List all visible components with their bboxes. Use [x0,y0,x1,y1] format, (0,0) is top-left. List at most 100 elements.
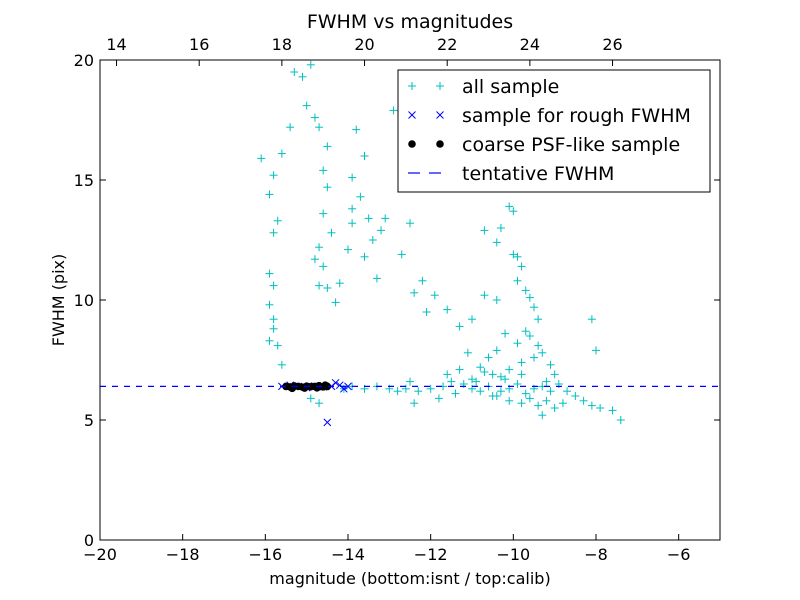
series-1-point-92 [488,370,497,379]
series-1-point-17 [265,300,274,309]
series-1-point-84 [538,348,547,357]
series-1-point-66 [513,252,522,261]
series-1-point-124 [496,387,505,396]
series-1-point-67 [517,262,526,271]
top-tick-label-4: 22 [437,35,457,54]
series-1-point-59 [492,296,501,304]
series-1-point-24 [323,183,332,192]
legend-label-3: coarse PSF-like sample [462,134,680,156]
axis-ticks: −20 −18 −16 −14 −12 −10 −8 −6 0 5 10 15 20 14 16 18 20 22… [74,35,720,564]
plot-data-layer [100,60,720,427]
series-1-point-130 [546,387,555,396]
series-1-point-31 [323,284,332,292]
series-2-point-9-b [340,384,348,393]
series-1-point-5 [310,113,319,122]
series-1-point-35 [360,152,369,160]
legend-marker-b-2 [436,111,444,119]
series-1-point-54 [430,291,439,300]
series-1-point-46 [381,214,390,223]
series-1-point-137 [434,394,443,403]
series-2-point-11-b [331,378,340,387]
series-1-point-93 [480,368,489,376]
legend-item-3: coarse PSF-like sample [408,134,680,156]
series-1-point-71 [530,303,538,312]
top-tick-label-6: 26 [602,35,622,54]
series-1-point-111 [538,411,547,420]
series-1-point-96 [563,387,572,396]
series-1-point-62 [505,202,514,211]
x-tick-label-3: −14 [331,545,365,564]
series-1-point-39 [348,219,357,228]
series-1-point-36 [348,173,357,182]
x-tick-label-1: −18 [166,545,200,564]
series-1-point-91 [496,372,505,381]
series-1-point-94 [468,375,476,384]
series-1-point-136 [393,387,402,396]
series-2-point-12-b [323,418,332,427]
series-1-point-70 [525,293,534,302]
series-2-point-12 [323,418,332,427]
series-1-point-143 [472,377,481,386]
series-1-point-30 [315,281,324,290]
series-1-point-23 [319,166,328,175]
top-tick-label-3: 20 [354,35,374,54]
series-1-point-27 [315,243,324,252]
series-1-point-45 [372,274,381,283]
series-1-point-112 [550,404,559,412]
series-1-point-145 [517,370,526,379]
series-1-point-141 [306,394,315,403]
legend-item-2: sample for rough FWHM [408,105,691,127]
series-1-point-139 [410,399,419,408]
series-1-point-22 [277,360,286,369]
series-1-point-105 [542,396,551,405]
series-1-point-69 [513,276,522,285]
series-1-point-8 [286,123,295,132]
legend-item-4: tentative FWHM [408,163,614,185]
series-1-point-58 [480,291,489,300]
series-1-point-38 [364,214,373,223]
series-1-point-56 [455,322,464,331]
series-1-point-74 [513,339,522,348]
series-1-point-55 [443,305,452,314]
series-1-point-10 [269,171,278,180]
top-tick-label-5: 24 [520,35,540,54]
series-1-point-107 [525,394,534,403]
series-1-point-11 [257,154,266,163]
series-1-point-65 [509,250,518,259]
series-1-point-87 [542,377,551,386]
series-1-point-21 [273,341,282,350]
legend-label-2: sample for rough FWHM [462,105,691,127]
series-1 [257,60,625,424]
top-tick-label-1: 16 [189,35,209,54]
x-tick-label-0: −20 [83,545,117,564]
series-1-point-85 [546,360,555,369]
series-1-point-82 [525,332,534,340]
chart-title: FWHM vs magnitudes [307,11,513,33]
y-tick-label-3: 15 [74,171,94,190]
series-1-point-64 [492,238,501,247]
series-1-point-63 [509,207,518,216]
series-2-point-10 [344,382,352,391]
legend-marker-b-3 [436,140,444,148]
series-1-point-77 [484,353,493,362]
series-1-point-80 [455,365,464,374]
series-1-point-9 [277,149,286,158]
legend-marker-b-1 [436,82,444,90]
y-axis-label: FWHM (pix) [49,254,68,347]
series-1-point-104 [587,315,596,324]
series-1-point-106 [534,401,543,410]
series-1-point-28 [319,262,328,271]
series-1-point-25 [319,209,328,218]
x-axis-label: magnitude (bottom:isnt / top:calib) [269,569,550,588]
series-1-point-57 [468,315,476,324]
series-1-point-43 [344,245,352,254]
x-tick-label-5: −10 [496,545,530,564]
series-1-point-16 [269,281,278,290]
series-1-point-7 [323,142,332,151]
series-1-point-19 [269,324,278,333]
series-1-point-34 [352,125,361,134]
legend: all sample sample for rough FWHM coarse PS… [397,69,711,193]
series-1-point-47 [389,106,398,115]
series-1-point-41 [360,252,369,261]
